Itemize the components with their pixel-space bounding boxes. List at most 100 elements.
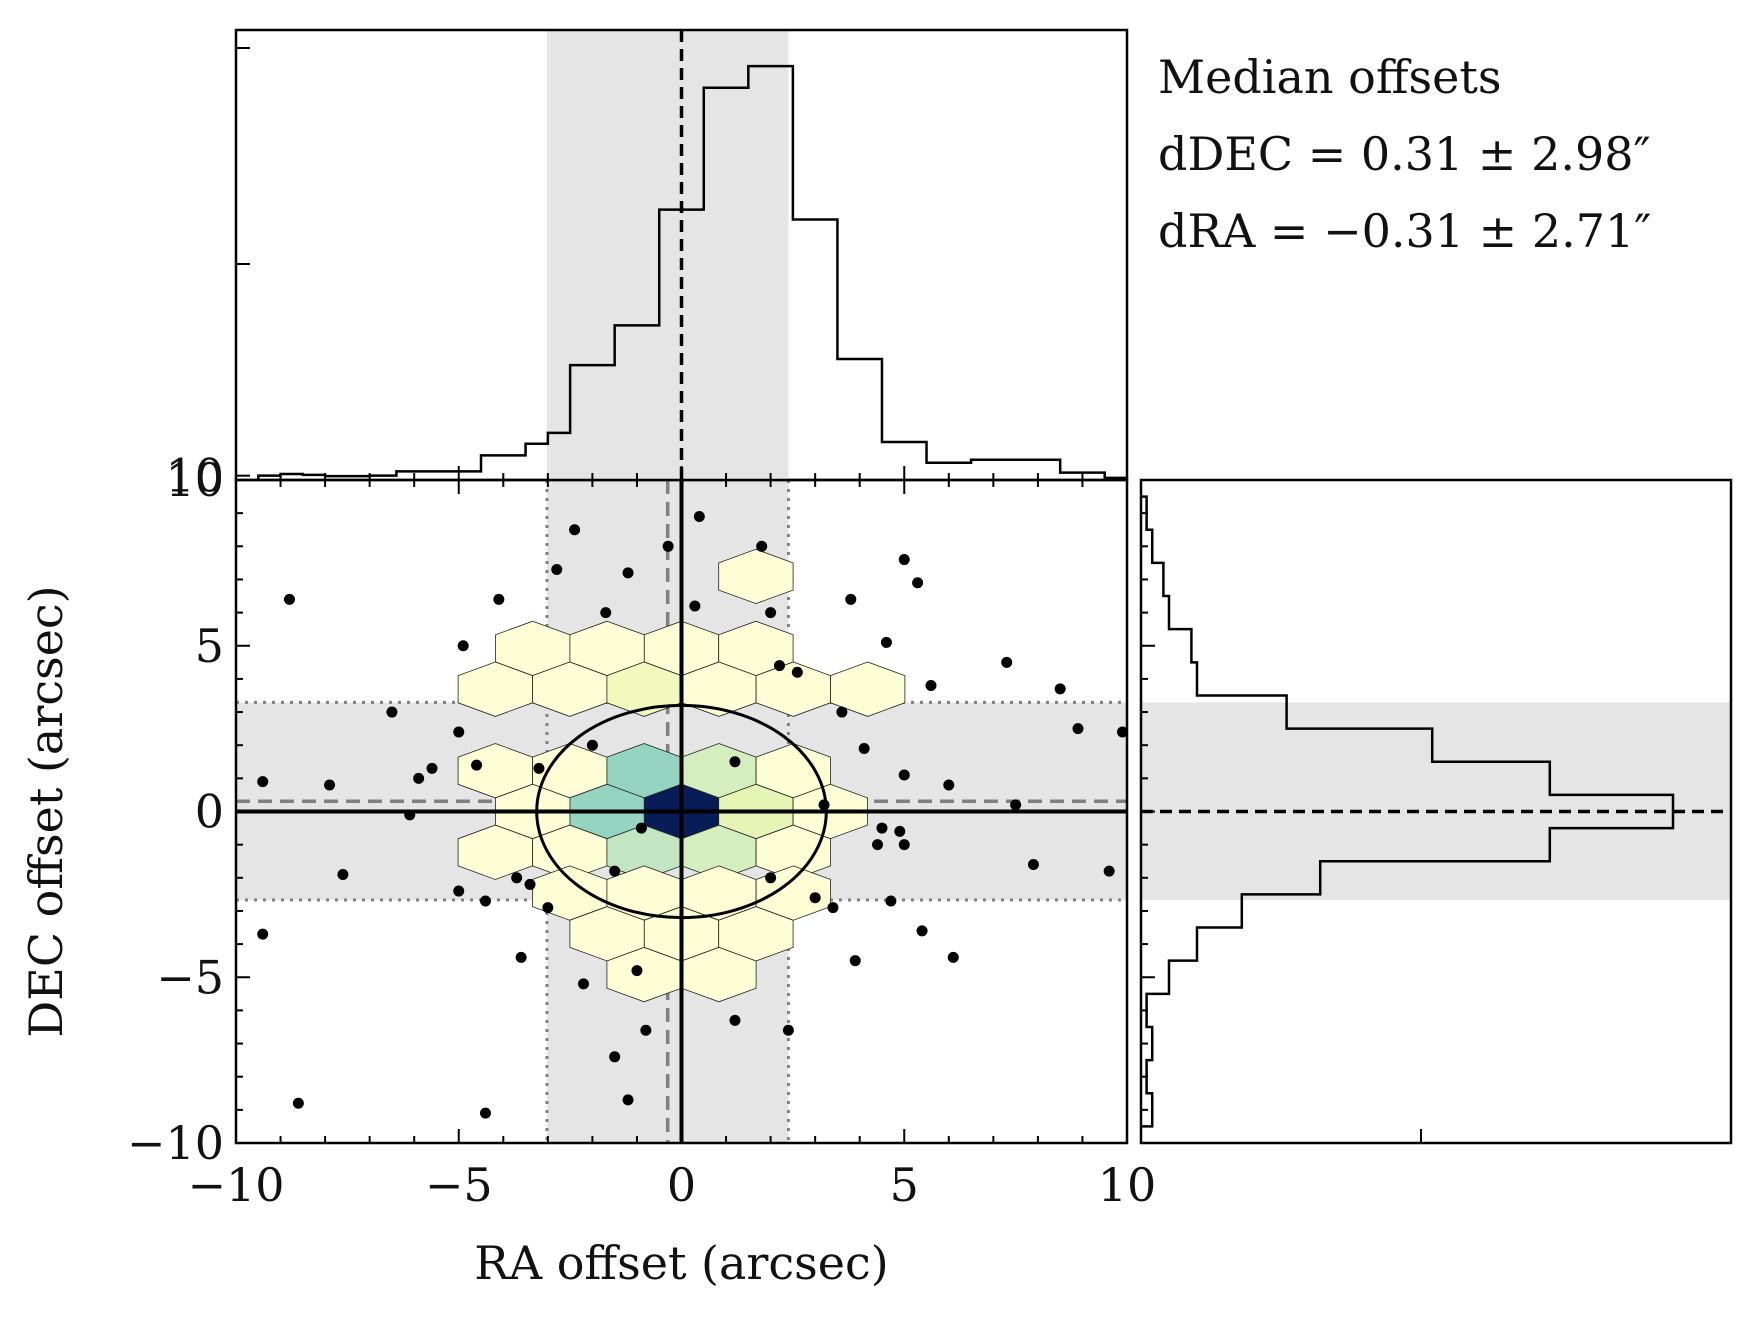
scatter-point (782, 1024, 794, 1036)
dec-hist-shade-band (1141, 702, 1731, 901)
scatter-point (1027, 859, 1039, 871)
scatter-point (404, 809, 416, 821)
scatter-point (898, 554, 910, 566)
scatter-point (912, 577, 924, 589)
scatter-point (849, 955, 861, 967)
ra-hist-shade-band (546, 30, 789, 480)
scatter-point (569, 524, 581, 536)
scatter-point (880, 636, 892, 648)
scatter-point (898, 839, 910, 851)
scatter-point (515, 951, 527, 963)
scatter-point (631, 965, 643, 977)
scatter-point (818, 799, 830, 811)
scatter-point (586, 739, 598, 751)
scatter-point (858, 743, 870, 755)
scatter-point (836, 706, 848, 718)
scatter-point (471, 759, 483, 771)
scatter-point (511, 872, 523, 884)
scatter-point (609, 865, 621, 877)
scatter-point (729, 1014, 741, 1026)
hexbin-density (457, 548, 906, 1003)
dec-shaded-range (1141, 702, 1731, 901)
scatter-point (845, 593, 857, 605)
annotation-dra: dRA = −0.31 ± 2.71″ (1158, 204, 1652, 258)
scatter-point (524, 878, 536, 890)
annotation-ddec: dDEC = 0.31 ± 2.98″ (1158, 127, 1651, 181)
ra-histogram-panel: 10 (165, 28, 1129, 503)
scatter-point (479, 1107, 491, 1119)
scatter-point (729, 756, 741, 768)
y-tick-label: 0 (195, 785, 224, 839)
scatter-point (947, 951, 959, 963)
hexbin-cell (830, 661, 906, 717)
zero-axis-lines (236, 480, 1127, 1143)
scatter-point (1117, 726, 1129, 738)
scatter-point (337, 868, 349, 880)
scatter-point (693, 510, 705, 522)
scatter-point (898, 769, 910, 781)
scatter-point (479, 895, 491, 907)
scatter-point (292, 1097, 304, 1109)
main-tick-labels: −10 −5 0 5 10 −10 −5 0 5 10 (127, 453, 1156, 1212)
x-tick-label: −10 (187, 1158, 284, 1212)
scatter-point (493, 593, 505, 605)
scatter-point (457, 640, 469, 652)
y-tick-label: 10 (165, 453, 224, 507)
ra-histogram-step (257, 64, 1127, 480)
scatter-point (622, 567, 634, 579)
ra-shaded-range (546, 30, 789, 480)
scatter-point (774, 660, 786, 672)
scatter-point (756, 540, 768, 552)
scatter-point (386, 706, 398, 718)
scatter-point (324, 779, 336, 791)
scatter-point (453, 885, 465, 897)
scatter-point (453, 726, 465, 738)
scatter-point (872, 839, 884, 851)
scatter-point (1054, 683, 1066, 695)
scatter-point (689, 600, 701, 612)
scatter-point (600, 607, 612, 619)
main-scatter-panel: −10 −5 0 5 10 −10 −5 0 5 10 RA offset (arcsec) DE… (19, 453, 1156, 1290)
scatter-point (827, 902, 839, 914)
scatter-point (542, 902, 554, 914)
scatter-point (876, 822, 888, 834)
scatter-point (662, 540, 674, 552)
error-ellipse-group (535, 703, 828, 920)
x-axis-label: RA offset (arcsec) (474, 1236, 888, 1290)
scatter-point (609, 1051, 621, 1063)
scatter-point (791, 666, 803, 678)
scatter-point (533, 762, 545, 774)
scatter-point (283, 593, 295, 605)
scatter-point (765, 872, 777, 884)
dec-histogram-ticks (1141, 479, 1422, 1144)
x-tick-label: 10 (1098, 1158, 1157, 1212)
scatter-point (426, 762, 438, 774)
x-tick-label: 0 (667, 1158, 696, 1212)
scatter-points (257, 510, 1129, 1119)
ra-histogram-ticks (235, 47, 1128, 480)
scatter-point (257, 928, 269, 940)
y-tick-label: 5 (195, 619, 224, 673)
scatter-point (1072, 723, 1084, 735)
annotation-title: Median offsets (1158, 50, 1502, 104)
scatter-point (894, 825, 906, 837)
scatter-point (1010, 799, 1022, 811)
scatter-point (1001, 656, 1013, 668)
x-tick-label: 5 (890, 1158, 919, 1212)
scatter-point (916, 925, 928, 937)
scatter-point (640, 1024, 652, 1036)
scatter-point (925, 680, 937, 692)
scatter-point (413, 772, 425, 784)
error-ellipse (535, 703, 828, 920)
dec-histogram-panel (1139, 478, 1733, 1145)
scatter-point (885, 895, 897, 907)
y-tick-label: −5 (156, 950, 224, 1004)
scatter-point (809, 892, 821, 904)
ra-hist-y-tick-label: 10 (165, 449, 224, 503)
scatter-point (622, 1094, 634, 1106)
scatter-point (551, 564, 563, 576)
x-tick-label: −5 (425, 1158, 493, 1212)
scatter-point (943, 779, 955, 791)
hexbin-cell (718, 548, 794, 605)
